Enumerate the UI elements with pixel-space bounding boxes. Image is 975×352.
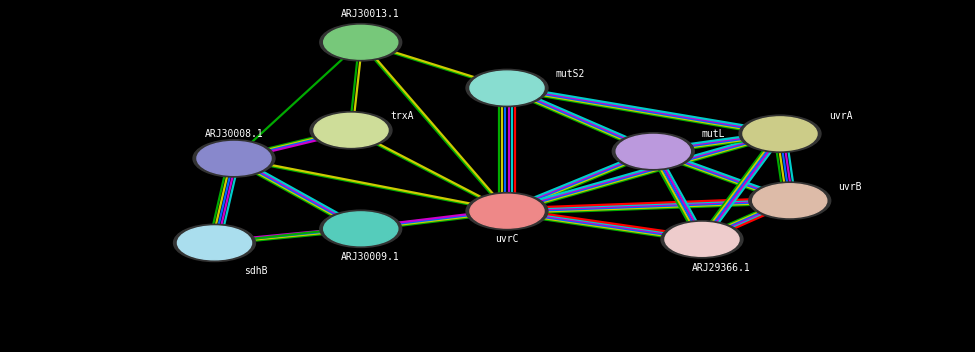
Ellipse shape	[743, 117, 817, 151]
Text: ARJ30009.1: ARJ30009.1	[341, 252, 400, 262]
Text: uvrC: uvrC	[495, 234, 519, 244]
Text: mutS2: mutS2	[556, 69, 585, 79]
Text: ARJ29366.1: ARJ29366.1	[692, 263, 751, 272]
Ellipse shape	[466, 69, 548, 107]
Ellipse shape	[193, 140, 275, 177]
Ellipse shape	[466, 193, 548, 230]
Text: uvrA: uvrA	[829, 111, 852, 121]
Ellipse shape	[470, 194, 544, 228]
Text: trxA: trxA	[390, 111, 413, 121]
Ellipse shape	[324, 25, 398, 59]
Text: uvrB: uvrB	[838, 182, 862, 191]
Ellipse shape	[612, 133, 694, 170]
Ellipse shape	[174, 224, 255, 262]
Ellipse shape	[661, 221, 743, 258]
Ellipse shape	[310, 112, 392, 149]
Ellipse shape	[320, 210, 402, 247]
Ellipse shape	[197, 142, 271, 175]
Ellipse shape	[749, 182, 831, 219]
Text: ARJ30013.1: ARJ30013.1	[341, 9, 400, 19]
Text: ARJ30008.1: ARJ30008.1	[205, 129, 263, 139]
Text: sdhB: sdhB	[244, 266, 267, 276]
Ellipse shape	[753, 184, 827, 218]
Ellipse shape	[324, 212, 398, 246]
Ellipse shape	[665, 222, 739, 256]
Ellipse shape	[177, 226, 252, 260]
Text: mutL: mutL	[702, 129, 725, 139]
Ellipse shape	[616, 134, 690, 168]
Ellipse shape	[320, 24, 402, 61]
Ellipse shape	[314, 113, 388, 147]
Ellipse shape	[739, 115, 821, 152]
Ellipse shape	[470, 71, 544, 105]
